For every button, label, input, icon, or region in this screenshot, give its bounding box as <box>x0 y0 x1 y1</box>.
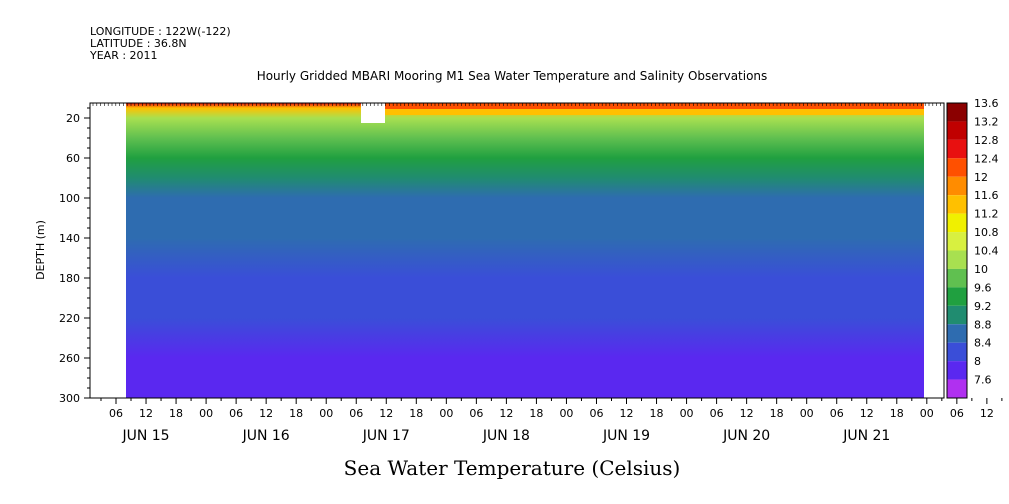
x-hour-label: 00 <box>800 407 814 420</box>
chart-title: Hourly Gridded MBARI Mooring M1 Sea Wate… <box>257 69 768 83</box>
colorbar-label: 12 <box>974 171 988 184</box>
x-hour-label: 18 <box>409 407 423 420</box>
x-day-label: JUN 16 <box>242 428 290 444</box>
x-hour-label: 12 <box>860 407 874 420</box>
x-hour-label: 00 <box>559 407 573 420</box>
colorbar-label: 9.2 <box>974 300 992 313</box>
y-tick-label: 100 <box>59 192 80 205</box>
colorbar-label: 13.2 <box>974 115 999 128</box>
x-hour-label: 06 <box>589 407 603 420</box>
colorbar-swatch <box>947 232 967 251</box>
colorbar-swatch <box>947 324 967 343</box>
x-day-label: JUN 18 <box>482 428 530 444</box>
y-tick-label: 60 <box>66 152 80 165</box>
data-gap <box>361 103 385 123</box>
y-tick-label: 260 <box>59 352 80 365</box>
x-hour-label: 06 <box>950 407 964 420</box>
y-tick-label: 300 <box>59 392 80 405</box>
colorbar-swatch <box>947 176 967 196</box>
x-day-label: JUN 17 <box>362 428 410 444</box>
metadata-block: LONGITUDE : 122W(-122) LATITUDE : 36.8N … <box>89 25 231 62</box>
colorbar-label: 11.2 <box>974 208 999 221</box>
colorbar-label: 12.4 <box>974 152 999 165</box>
colorbar-label: 11.6 <box>974 189 999 202</box>
x-hour-label: 12 <box>499 407 513 420</box>
longitude-label: LONGITUDE : 122W(-122) <box>90 25 231 38</box>
x-hour-label: 18 <box>529 407 543 420</box>
colorbar-label: 9.6 <box>974 281 992 294</box>
colorbar-swatch <box>947 305 967 325</box>
x-hour-label: 18 <box>770 407 784 420</box>
x-hour-label: 00 <box>680 407 694 420</box>
y-tick-label: 20 <box>66 112 80 125</box>
colorbar-swatch <box>947 195 967 214</box>
plot-frame <box>89 102 945 399</box>
y-tick-label: 220 <box>59 312 80 325</box>
colorbar: 13.6 13.2 12.8 12.4 12 11.6 11.2 10.8 10.4 10 9.6 9… <box>946 97 999 399</box>
colorbar-swatch <box>947 103 967 122</box>
year-label: YEAR : 2011 <box>89 49 158 62</box>
chart-footer-title: Sea Water Temperature (Celsius) <box>344 456 681 480</box>
x-day-label: JUN 20 <box>722 428 770 444</box>
colorbar-swatch <box>947 158 967 177</box>
surface-warm-band <box>385 109 924 115</box>
x-hour-label: 00 <box>319 407 333 420</box>
colorbar-swatch <box>947 342 967 362</box>
colorbar-label: 7.6 <box>974 374 992 387</box>
colorbar-swatch <box>947 250 967 269</box>
x-hour-label: 18 <box>169 407 183 420</box>
surface-warm-band <box>385 103 924 109</box>
x-hour-label: 00 <box>439 407 453 420</box>
colorbar-label: 12.8 <box>974 134 999 147</box>
surface-warm-layer <box>385 103 924 115</box>
x-hour-label: 12 <box>379 407 393 420</box>
colorbar-label: 10.8 <box>974 226 999 239</box>
latitude-label: LATITUDE : 36.8N <box>90 37 187 50</box>
x-hour-label: 06 <box>229 407 243 420</box>
colorbar-label: 10.4 <box>974 245 999 258</box>
colorbar-swatch <box>947 287 967 306</box>
y-tick-label: 140 <box>59 232 80 245</box>
colorbar-swatch <box>947 361 967 380</box>
y-tick-label: 180 <box>59 272 80 285</box>
x-hour-label: 12 <box>980 407 994 420</box>
y-axis-label: DEPTH (m) <box>34 220 47 280</box>
x-hour-label: 00 <box>199 407 213 420</box>
colorbar-swatch <box>947 121 967 140</box>
colorbar-swatch <box>947 139 967 159</box>
colorbar-label: 8 <box>974 355 981 368</box>
x-hour-label: 06 <box>469 407 483 420</box>
temperature-field <box>126 103 924 398</box>
y-axis: 20 60 100 140 180 220 260 300 <box>59 107 90 405</box>
x-hour-label: 06 <box>710 407 724 420</box>
x-hour-label: 12 <box>259 407 273 420</box>
x-hour-label: 18 <box>890 407 904 420</box>
colorbar-label: 8.8 <box>974 318 992 331</box>
x-axis: 06 12 18 00 06 12 18 00 06 12 18 00 06 12 18 00 06 12 18 00… <box>92 103 1003 444</box>
plot-area <box>89 102 945 399</box>
x-hour-label: 12 <box>620 407 634 420</box>
colorbar-swatch <box>947 379 967 398</box>
x-hour-label: 06 <box>830 407 844 420</box>
x-hour-label: 12 <box>139 407 153 420</box>
x-day-label: JUN 19 <box>602 428 650 444</box>
x-day-label: JUN 21 <box>842 428 890 444</box>
x-hour-label: 06 <box>109 407 123 420</box>
colorbar-label: 10 <box>974 263 988 276</box>
colorbar-swatch <box>947 268 967 288</box>
x-hour-label: 00 <box>920 407 934 420</box>
colorbar-swatch <box>947 213 967 233</box>
x-hour-label: 18 <box>650 407 664 420</box>
data-gap <box>924 103 934 143</box>
x-day-label: JUN 15 <box>121 428 169 444</box>
x-hour-label: 06 <box>349 407 363 420</box>
x-hour-label: 12 <box>740 407 754 420</box>
colorbar-label: 13.6 <box>974 97 999 110</box>
colorbar-frame <box>946 102 968 399</box>
colorbar-label: 8.4 <box>974 337 992 350</box>
x-hour-label: 18 <box>289 407 303 420</box>
